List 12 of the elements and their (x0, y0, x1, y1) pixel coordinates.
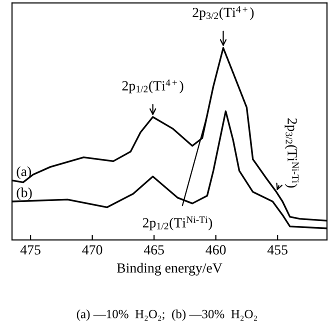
x-tick-label: 470 (82, 245, 102, 255)
annotation: 2p$_{3/2}$(Ti$^{Ni‐Ti}$) (284, 118, 299, 188)
x-tick-label: 465 (144, 245, 164, 255)
x-tick-label: 475 (20, 245, 40, 255)
series-label: (b) (16, 188, 32, 200)
x-tick-label: 460 (206, 245, 226, 255)
text: (a) —10% H₂O₂; (b) —30% H₂O₂ (76, 309, 257, 321)
x-axis-title: Binding energy/eV (116, 262, 222, 276)
annotation: 2p$_{1/2}$(Ti$^{4+}$) (122, 79, 184, 94)
annotation: 2p$_{1/2}$(Ti$^{Ni‐Ti}$) (142, 216, 212, 230)
annotation: 2p$_{3/2}$(Ti$^{4+}$) (192, 6, 254, 20)
x-tick-label: 455 (267, 245, 288, 255)
